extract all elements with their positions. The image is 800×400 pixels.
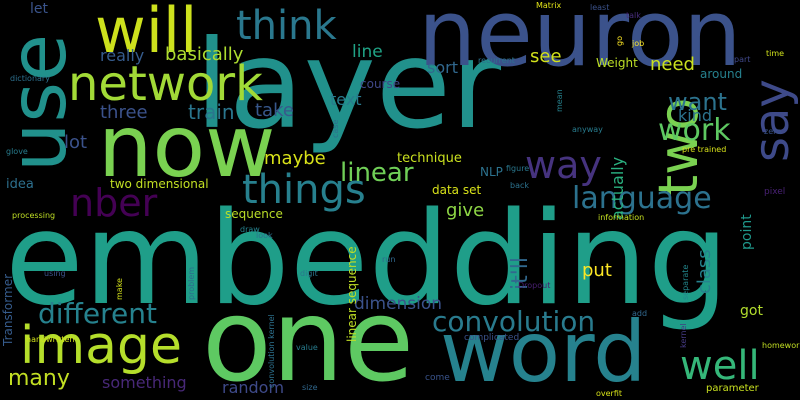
word: come [425,373,450,383]
word: handwritten [26,335,75,344]
word: want [668,88,727,116]
word: draw [240,225,260,234]
word: complicated [464,333,520,343]
word: say [744,79,800,162]
word: look [256,231,273,240]
word: technique [397,151,462,166]
word: neuron [418,0,742,87]
word: pre trained [682,145,727,154]
word: two dimensional [110,177,209,191]
word: linear sequence [345,246,359,342]
word: case [331,119,340,138]
word: work [658,113,731,148]
word: idea [6,177,34,192]
word: Transformer [1,273,15,346]
word: give [446,200,485,221]
word: convolution [432,305,596,338]
word: using [44,269,66,278]
word: around [700,67,743,81]
word: go [615,36,624,46]
word: size [302,383,318,392]
word: way [525,143,602,187]
word: got [740,303,763,319]
word: embedding [5,185,729,334]
word: course [360,77,401,91]
word: something [102,373,187,392]
word: data set [432,183,482,197]
word: network [68,56,263,112]
word: point [739,214,755,250]
word: different [38,297,157,330]
word: sort [427,58,458,77]
word: well [680,343,760,389]
word: homework [762,341,800,350]
word: things [242,167,366,213]
word: nber [70,181,158,225]
word: mean [555,89,564,112]
word: lot [64,132,88,153]
word: least [590,3,610,12]
word: time [766,49,785,58]
word: text [330,90,362,109]
word: let [30,1,48,17]
word: figure [506,164,530,173]
word: glove [6,147,28,156]
word: Matrix [536,1,562,10]
word: back [510,181,530,190]
word: anyway [572,125,603,134]
word: basically [165,44,244,65]
word: NLP [480,165,503,179]
word: Weight [596,56,638,70]
word: value [296,343,318,352]
word: one [202,274,415,400]
word: word [440,303,647,400]
word: really [100,46,145,65]
word: Dropout [518,281,551,290]
word: language [572,181,712,216]
word: part [734,55,751,64]
word: train [188,100,235,124]
word: convolution kernel [267,314,276,388]
word: pixel [764,187,786,197]
word: now [98,97,276,197]
word: random [222,378,285,397]
word: zero [764,127,782,136]
word: make [115,278,124,300]
word: image [20,316,182,376]
word: kind [678,106,713,125]
word: will [95,0,198,67]
word: take [255,100,294,121]
word: think [236,3,337,49]
word: put [582,260,612,281]
word: run [382,255,396,264]
word: digit [300,269,318,278]
word: add [632,309,648,318]
word: parameter [706,383,759,394]
word: recurrent [478,56,515,65]
word: problem [187,266,196,300]
word: see [530,46,562,67]
word: kernel [679,323,688,348]
word: separate [681,264,690,300]
word: need [650,54,695,75]
word: processing [12,211,56,220]
word: job [632,39,645,48]
word: maybe [264,148,326,169]
word: many [8,366,70,391]
word: dimension [354,294,443,314]
word: dictionary [10,74,50,83]
word: sequence [225,207,283,221]
word: three [100,102,148,123]
word: class [694,249,715,294]
word: layer [195,14,502,156]
word: actually [608,156,627,220]
word: talk [626,11,641,20]
word: information [598,213,645,222]
word: line [352,42,383,62]
word: linear [340,158,414,188]
word: overfit [596,389,623,398]
